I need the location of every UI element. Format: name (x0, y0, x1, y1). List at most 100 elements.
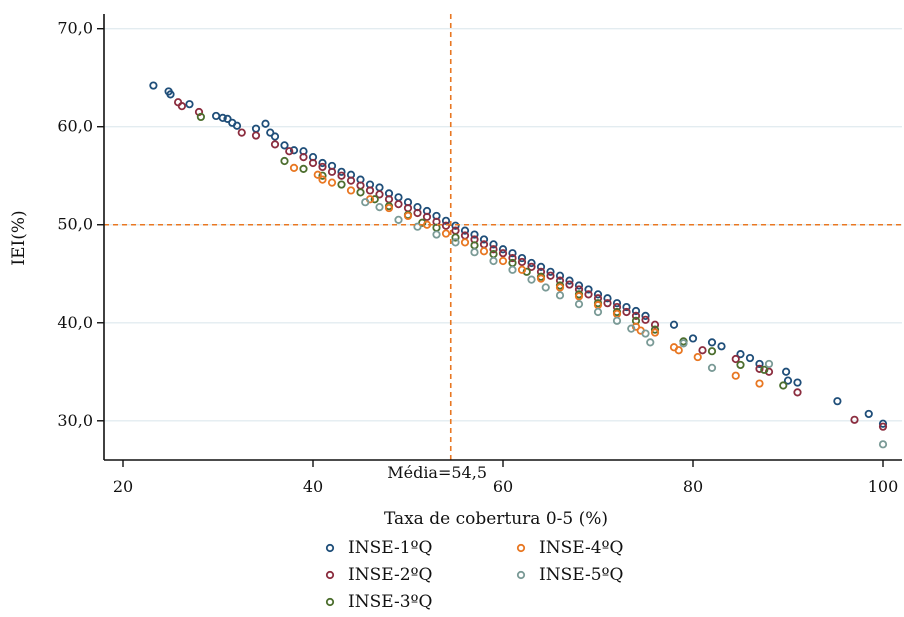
data-point (498, 249, 508, 258)
data-point (574, 292, 584, 301)
data-point (536, 262, 546, 271)
data-point (299, 153, 308, 162)
data-point (413, 222, 422, 231)
data-point (185, 100, 194, 109)
data-point (223, 114, 232, 123)
data-point (731, 354, 740, 364)
data-point (641, 329, 650, 338)
data-point (318, 171, 327, 180)
data-point (565, 280, 574, 289)
legend-item: INSE-1ºQ (325, 538, 432, 558)
data-point (289, 163, 299, 172)
data-point (289, 146, 299, 155)
data-point (698, 346, 707, 355)
data-point (736, 350, 745, 359)
data-point (793, 388, 802, 397)
legend-item: INSE-3ºQ (325, 592, 432, 612)
data-point (318, 158, 327, 168)
legend-item: INSE-2ºQ (325, 565, 432, 585)
data-point (878, 440, 888, 449)
data-point (793, 378, 802, 387)
data-point (646, 338, 655, 347)
data-point (833, 397, 842, 406)
data-point (641, 315, 650, 324)
data-point (878, 419, 888, 428)
x-tick-label: 60 (493, 477, 513, 496)
legend-marker (325, 597, 335, 607)
data-point (622, 307, 631, 317)
data-point (517, 265, 527, 274)
data-point (707, 338, 717, 347)
legend-item: INSE-4ºQ (516, 538, 623, 558)
legend-label: INSE-2ºQ (348, 565, 432, 585)
legend: INSE-1ºQ INSE-2ºQ INSE-3ºQ INSE-4ºQ INSE-5ºQ (325, 538, 623, 612)
data-point (196, 112, 205, 122)
data-point (517, 257, 527, 267)
mean-annotation: Média=54,5 (387, 463, 487, 482)
data-point (508, 265, 517, 274)
data-point (285, 147, 294, 156)
data-point (693, 352, 702, 362)
data-point (546, 271, 555, 280)
data-point (489, 245, 498, 254)
data-point (864, 409, 873, 419)
data-point (441, 221, 451, 230)
data-point (707, 363, 717, 372)
data-point (517, 253, 527, 263)
data-point (536, 274, 546, 283)
data-point (527, 275, 536, 284)
data-point (451, 233, 460, 242)
data-point (489, 256, 498, 266)
data-point (760, 365, 769, 374)
data-point (878, 422, 888, 431)
data-point (736, 360, 745, 370)
data-point (422, 212, 432, 222)
y-tick-label: 70,0 (57, 19, 93, 38)
data-point (707, 347, 717, 356)
data-point (584, 285, 593, 294)
data-point (527, 262, 536, 271)
y-tick-label: 30,0 (57, 411, 93, 430)
data-point (327, 178, 337, 187)
legend-label: INSE-3ºQ (348, 592, 432, 612)
data-point (218, 113, 227, 123)
y-tick-label: 40,0 (57, 313, 93, 332)
data-point (508, 253, 517, 263)
data-point (337, 167, 346, 176)
data-point (237, 128, 246, 137)
data-point (565, 276, 574, 285)
data-point (755, 364, 764, 373)
data-point (375, 203, 384, 212)
data-point (174, 98, 183, 107)
data-point (764, 359, 774, 369)
data-point (280, 141, 289, 150)
data-point (261, 119, 270, 128)
data-point (251, 131, 261, 140)
data-point (375, 190, 384, 199)
data-point (508, 249, 517, 258)
data-point (584, 290, 593, 299)
data-point (356, 188, 365, 197)
data-point (546, 267, 555, 276)
data-point (593, 290, 603, 299)
data-point (460, 238, 470, 247)
data-point (266, 128, 275, 137)
data-point (593, 307, 603, 317)
data-point (375, 183, 384, 192)
x-tick-label: 40 (303, 477, 323, 496)
data-point (441, 229, 451, 238)
axes: 30,0 40,0 50,0 60,0 70,0 20 40 60 80 100 (57, 14, 902, 496)
data-points (149, 81, 888, 449)
data-point (460, 226, 470, 235)
legend-marker (516, 543, 526, 553)
data-point (674, 346, 683, 355)
data-point (627, 324, 636, 333)
y-axis-title: IEI(%) (9, 210, 29, 265)
data-point (669, 320, 679, 329)
legend-marker (325, 570, 335, 580)
data-point (631, 311, 641, 321)
data-point (365, 186, 375, 195)
data-point (479, 247, 489, 256)
data-point (470, 248, 479, 257)
legend-label: INSE-4ºQ (539, 538, 623, 558)
